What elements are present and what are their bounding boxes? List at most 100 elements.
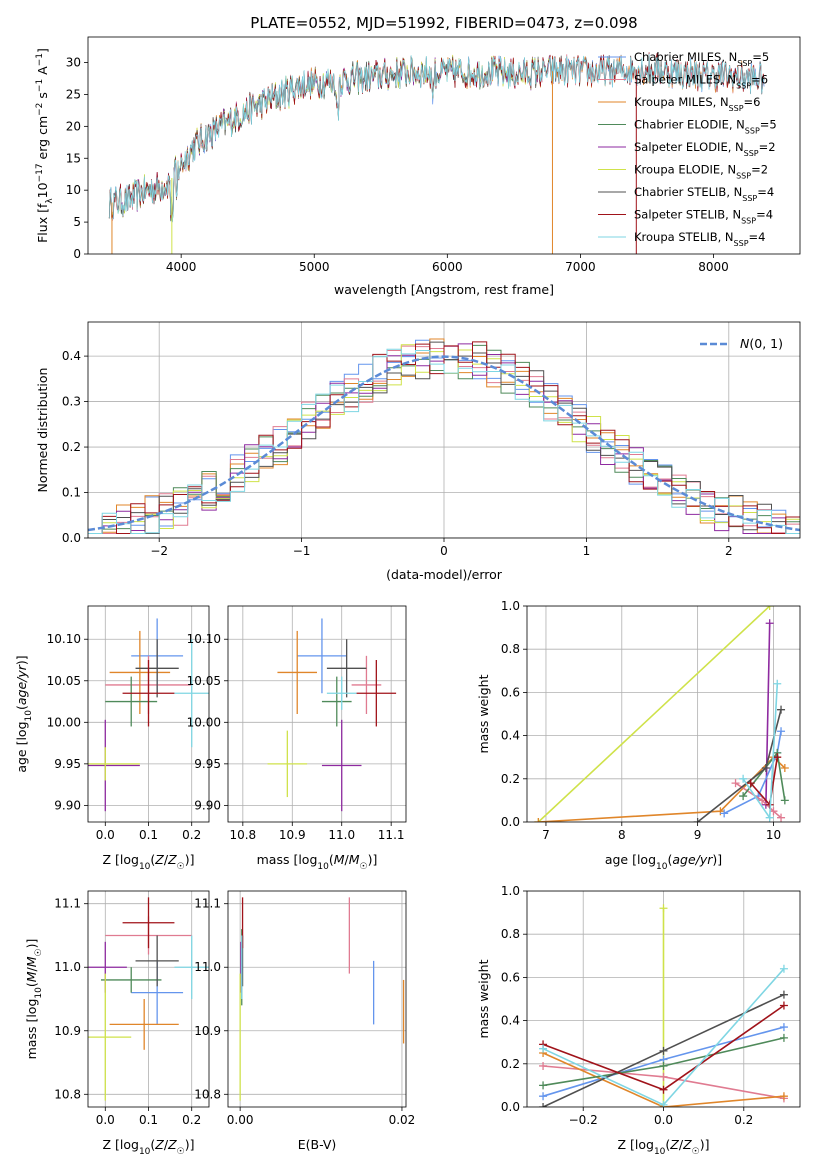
histogram-krou_stelib <box>88 348 800 534</box>
axes-frame <box>87 605 210 823</box>
y-tick-label: 0 <box>73 247 81 261</box>
weight-marker-chab_miles <box>720 809 729 818</box>
x-axis-label: (data-model)/error <box>386 567 503 582</box>
plot-area <box>108 52 765 254</box>
y-tick-label: 11.0 <box>54 960 81 974</box>
plot-area <box>527 891 800 1107</box>
y-tick-label: 0.4 <box>501 729 520 743</box>
weight-marker-chab_stelib <box>539 1103 548 1107</box>
y-tick-label: 10.05 <box>187 674 221 688</box>
y-tick-label: 5 <box>73 215 81 229</box>
weight-marker-krou_stelib <box>539 1044 548 1053</box>
x-tick-label: −0.2 <box>569 1113 598 1127</box>
legend-label: Salpeter STELIB, NSSP=4 <box>634 208 773 226</box>
axes-mass_vs_Z: 0.0 0.1 0.2 10.8 10.9 11.0 11.1 Z [log10(Z/Z☉)]… <box>24 890 210 1157</box>
legend-label: N(0, 1) <box>740 336 783 351</box>
x-tick-label: 5000 <box>299 260 330 274</box>
weight-marker-chab_stelib <box>779 990 788 999</box>
x-tick-label: 7 <box>542 828 550 842</box>
x-axis-label: E(B-V) <box>298 1137 337 1152</box>
y-tick-label: 9.90 <box>54 798 81 812</box>
x-tick-label: 0.02 <box>389 1113 416 1127</box>
legend-label: Salpeter ELODIE, NSSP=2 <box>634 140 776 158</box>
legend: N(0, 1) <box>700 336 783 351</box>
legend-label: Salpeter MILES, NSSP=6 <box>634 73 768 91</box>
x-tick-label: 10.9 <box>279 828 306 842</box>
y-tick-label: 1.0 <box>501 599 520 613</box>
x-tick-label: 10.8 <box>229 828 256 842</box>
plot-area <box>228 891 406 1107</box>
legend-label: Chabrier MILES, NSSP=5 <box>634 50 769 68</box>
axes-frame <box>227 605 407 823</box>
weight-marker-chab_miles <box>779 1023 788 1032</box>
weight-marker-krou_miles <box>779 1092 788 1101</box>
y-axis-label: Flux [fλ10−17 erg cm−2 s−1 A−1] <box>35 48 55 243</box>
x-tick-label: 0.2 <box>734 1113 753 1127</box>
y-tick-label: 25 <box>66 87 81 101</box>
weight-marker-salp_miles <box>659 1072 668 1081</box>
x-tick-label: 0.0 <box>96 828 115 842</box>
weight-marker-salp_miles <box>731 779 740 788</box>
y-tick-label: 10 <box>66 183 81 197</box>
weight-marker-salp_elodie <box>765 619 774 628</box>
x-tick-label: −1 <box>293 544 311 558</box>
x-tick-label: 0.1 <box>139 828 158 842</box>
y-tick-label: 9.90 <box>194 798 221 812</box>
x-tick-label: 0.1 <box>139 1113 158 1127</box>
weight-marker-chab_miles <box>777 727 786 736</box>
axes-frame <box>87 890 210 1108</box>
y-tick-label: 10.9 <box>194 1024 221 1038</box>
axes-residuals: −2 −1 0 1 2 0.0 0.1 0.2 0.3 0.4 (data-model)/error… <box>35 321 801 582</box>
weight-line-salp_miles <box>735 782 782 819</box>
weight-line-chab_elodie <box>742 750 786 801</box>
y-tick-label: 0.6 <box>501 685 520 699</box>
y-tick-label: 10.10 <box>47 632 81 646</box>
legend-label: Chabrier ELODIE, NSSP=5 <box>634 118 777 136</box>
weight-marker-chab_elodie <box>539 1081 548 1090</box>
weight-marker-salp_miles <box>758 796 767 805</box>
weight-line-krou_stelib <box>742 683 779 821</box>
weight-marker-chab_stelib <box>761 764 770 772</box>
y-tick-label: 9.95 <box>54 757 81 771</box>
y-tick-label: 0.0 <box>501 1100 520 1114</box>
x-tick-label: 9 <box>694 828 702 842</box>
weight-marker-salp_stelib <box>779 1001 788 1010</box>
x-tick-label: 8 <box>618 828 626 842</box>
weight-marker-salp_miles <box>539 1061 548 1070</box>
x-axis-label: Z [log10(Z/Z☉)] <box>617 1137 709 1157</box>
y-tick-label: 15 <box>66 151 81 165</box>
legend-label: Kroupa ELODIE, NSSP=2 <box>634 163 768 181</box>
weight-line-salp_elodie <box>765 623 771 805</box>
axes-frame <box>87 321 801 539</box>
x-tick-label: 6000 <box>432 260 463 274</box>
weight-line-krou_elodie <box>537 606 771 822</box>
x-tick-label: 4000 <box>166 260 197 274</box>
y-tick-label: 10.10 <box>187 632 221 646</box>
x-axis-label: wavelength [Angstrom, rest frame] <box>334 282 554 297</box>
x-tick-label: 0.2 <box>182 828 201 842</box>
y-tick-label: 10.00 <box>47 715 81 729</box>
y-axis-label: Normed distribution <box>35 368 50 493</box>
plot-area <box>88 891 209 1107</box>
x-axis-label: mass [log10(M/M☉)] <box>257 852 378 872</box>
x-tick-label: 0.2 <box>182 1113 201 1127</box>
y-tick-label: 0.2 <box>62 440 81 454</box>
weight-marker-chab_miles <box>539 1092 548 1101</box>
legend-label: Chabrier STELIB, NSSP=4 <box>634 185 774 203</box>
weight-marker-krou_elodie <box>659 904 668 913</box>
spectrum-krou_stelib <box>108 53 765 222</box>
x-tick-label: 0 <box>440 544 448 558</box>
plot-area <box>88 322 800 538</box>
y-tick-label: 0.8 <box>501 642 520 656</box>
x-tick-label: 8000 <box>698 260 729 274</box>
chart-title: PLATE=0552, MJD=51992, FIBERID=0473, z=0… <box>250 14 637 32</box>
y-axis-label: mass [log10(M/M☉)] <box>24 939 44 1060</box>
weight-marker-krou_stelib <box>779 964 788 973</box>
weight-marker-krou_miles <box>780 764 789 772</box>
weight-marker-krou_stelib <box>773 679 782 688</box>
y-tick-label: 0.3 <box>62 395 81 409</box>
axes-age_vs_mass: 10.8 10.9 11.0 11.1 9.90 9.95 10.00 10.05 10.10 m… <box>187 605 407 872</box>
y-tick-label: 0.4 <box>62 349 81 363</box>
axes-frame <box>87 36 801 255</box>
